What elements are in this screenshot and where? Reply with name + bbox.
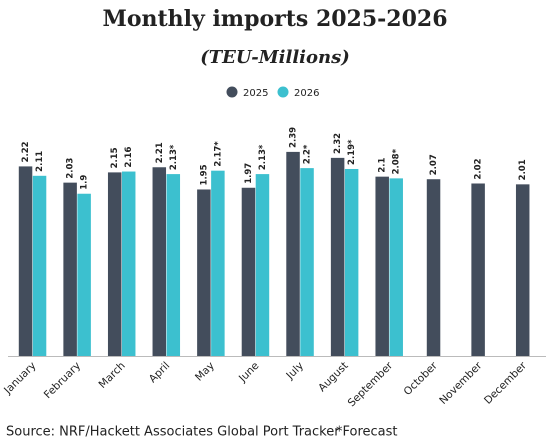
value-label: 2.1 xyxy=(378,158,388,173)
bar xyxy=(166,174,181,356)
chart-title: Monthly imports 2025-2026 xyxy=(102,6,447,32)
legend-label: 2025 xyxy=(243,88,268,99)
value-label: 2.17* xyxy=(213,141,223,167)
bar xyxy=(152,167,167,356)
bar xyxy=(121,171,136,356)
x-tick-label: April xyxy=(147,360,172,385)
bar xyxy=(300,168,314,356)
value-label: 2.11 xyxy=(35,151,45,172)
x-tick-label: January xyxy=(1,360,38,397)
bar xyxy=(330,157,345,356)
x-tick-label: June xyxy=(236,360,261,385)
bar xyxy=(389,178,403,356)
legend-swatch xyxy=(277,86,289,98)
x-tick-label: December xyxy=(482,359,529,406)
value-label: 1.9 xyxy=(80,175,90,190)
x-tick-label: September xyxy=(346,359,396,409)
bar xyxy=(255,174,270,356)
x-tick-label: October xyxy=(402,359,441,398)
bar xyxy=(63,182,77,356)
bar xyxy=(344,168,359,356)
x-tick-label: May xyxy=(193,360,217,384)
value-label: 2.02 xyxy=(474,158,484,179)
bar xyxy=(107,172,122,356)
value-label: 2.13* xyxy=(258,144,268,170)
bar xyxy=(32,175,47,356)
value-label: 2.03 xyxy=(66,158,76,179)
x-tick-label: November xyxy=(437,359,485,407)
value-label: 2.08* xyxy=(392,148,402,174)
legend-swatch xyxy=(226,86,238,98)
value-label: 2.21 xyxy=(155,142,165,163)
value-label: 2.01 xyxy=(518,159,528,180)
source: Source: NRF/Hackett Associates Global Po… xyxy=(6,425,340,440)
x-tick-label: August xyxy=(316,360,350,394)
value-label: 2.07 xyxy=(429,154,439,175)
bar xyxy=(515,184,530,356)
value-label: 2.22 xyxy=(21,141,31,162)
value-label: 2.19* xyxy=(347,139,357,165)
value-label: 1.95 xyxy=(199,164,209,185)
bar xyxy=(197,189,211,356)
chart-subtitle: (TEU-Millions) xyxy=(200,47,350,68)
value-label: 1.97 xyxy=(244,163,254,184)
x-tick-label: March xyxy=(97,360,128,391)
value-label: 2.2* xyxy=(303,144,313,164)
bar xyxy=(286,151,300,356)
value-label: 2.16 xyxy=(124,146,134,167)
bar xyxy=(211,170,225,356)
bar xyxy=(471,183,485,356)
bar xyxy=(375,176,389,356)
bar xyxy=(77,193,91,356)
value-label: 2.39 xyxy=(289,127,299,148)
x-tick-label: February xyxy=(42,360,83,401)
value-label: 2.32 xyxy=(333,133,343,154)
value-label: 2.13* xyxy=(169,144,179,170)
bar xyxy=(241,187,256,356)
bar xyxy=(18,166,33,356)
legend-label: 2026 xyxy=(294,88,319,99)
x-tick-label: July xyxy=(283,360,306,383)
bar xyxy=(426,179,441,356)
value-label: 2.15 xyxy=(110,147,120,168)
note: *Forecast xyxy=(336,425,398,440)
